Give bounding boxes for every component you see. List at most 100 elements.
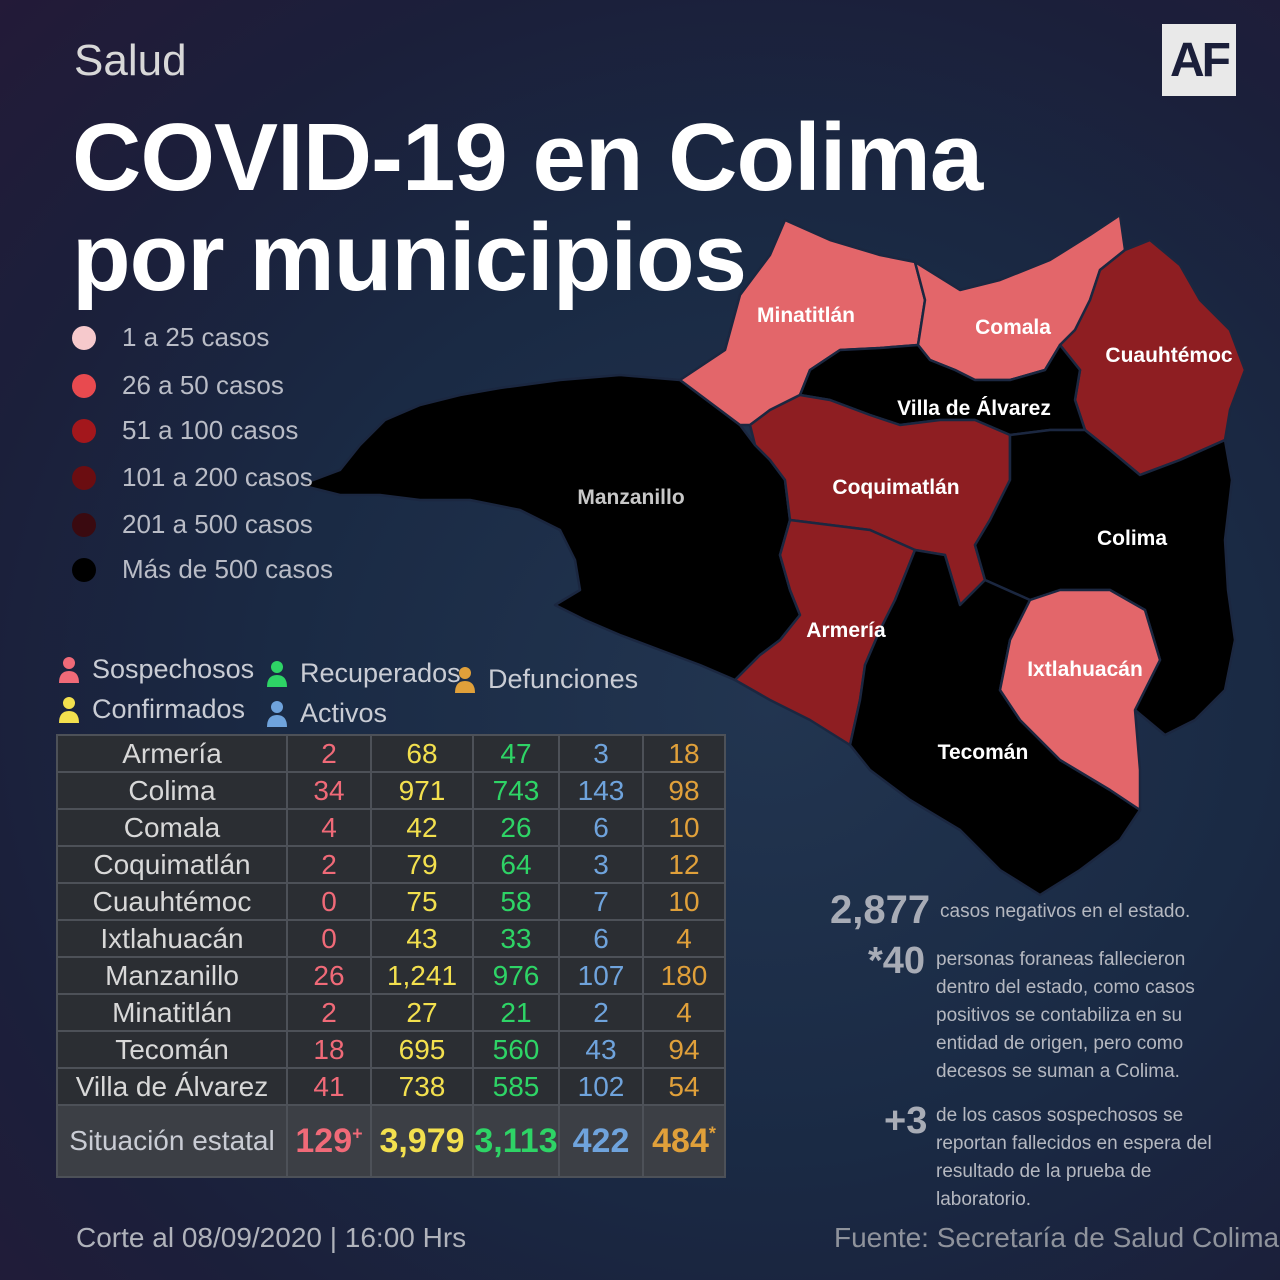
corte-date: Corte al 08/09/2020 | 16:00 Hrs [76, 1222, 467, 1253]
recuperados-cell: 560 [472, 1030, 560, 1069]
total-activos: 422 [558, 1104, 644, 1178]
category-defunciones: Defunciones [454, 664, 638, 695]
category-label: Confirmados [92, 694, 246, 724]
activos-cell: 102 [558, 1067, 644, 1106]
recuperados-cell: 976 [472, 956, 560, 995]
sospechosos-note-number: +3 [884, 1100, 928, 1142]
table-total-row: Situación estatal 129+ 3,979 3,113 422 4… [56, 1104, 726, 1178]
municipios-table: Armería 2 68 47 3 18 Colima 34 971 743 143 98 Comala… [56, 734, 726, 1178]
confirmados-cell: 971 [370, 771, 474, 810]
table-row: Coquimatlán 2 79 64 3 12 [56, 845, 726, 884]
recuperados-cell: 58 [472, 882, 560, 921]
legend-item: 101 a 200 casos [72, 462, 313, 493]
table-row: Comala 4 42 26 6 10 [56, 808, 726, 847]
defunciones-cell: 94 [642, 1030, 726, 1069]
activos-cell: 143 [558, 771, 644, 810]
defunciones-cell: 18 [642, 734, 726, 773]
municipio-name: Comala [56, 808, 288, 847]
defunciones-cell: 4 [642, 919, 726, 958]
confirmados-cell: 79 [370, 845, 474, 884]
legend-dot [72, 557, 96, 582]
confirmados-cell: 43 [370, 919, 474, 958]
recuperados-cell: 64 [472, 845, 560, 884]
recuperados-cell: 26 [472, 808, 560, 847]
activos-cell: 3 [558, 734, 644, 773]
region-ixtlahuacan [998, 588, 1162, 812]
legend-label: 26 a 50 casos [122, 370, 284, 400]
person-icon [59, 656, 79, 683]
confirmados-cell: 75 [370, 882, 474, 921]
defunciones-cell: 98 [642, 771, 726, 810]
map-label-armeria: Armería [806, 619, 886, 642]
confirmados-cell: 68 [370, 734, 474, 773]
legend-dot [72, 418, 96, 443]
municipio-name: Cuauhtémoc [56, 882, 288, 921]
map-label-manzanillo: Manzanillo [577, 486, 685, 509]
legend-label: 51 a 100 casos [122, 415, 299, 445]
sospechosos-cell: 2 [286, 734, 372, 773]
map-label-villa: Villa de Álvarez [897, 397, 1051, 420]
person-icon [59, 696, 79, 723]
region-tecoman [848, 548, 1142, 897]
sospechosos-cell: 34 [286, 771, 372, 810]
sospechosos-cell: 2 [286, 845, 372, 884]
legend-dot [72, 465, 96, 490]
table-row: Armería 2 68 47 3 18 [56, 734, 726, 773]
sospechosos-cell: 0 [286, 919, 372, 958]
sospechosos-cell: 18 [286, 1030, 372, 1069]
municipio-name: Colima [56, 771, 288, 810]
table-row: Ixtlahuacán 0 43 33 6 4 [56, 919, 726, 958]
person-icon [267, 700, 287, 727]
title-line-1: COVID-19 en Colima [72, 104, 983, 211]
municipio-name: Manzanillo [56, 956, 288, 995]
legend-item: 26 a 50 casos [72, 370, 284, 401]
defunciones-cell: 4 [642, 993, 726, 1032]
region-armeria [733, 518, 917, 747]
activos-cell: 7 [558, 882, 644, 921]
foraneas-text: personas foraneas fallecieron dentro del… [936, 949, 1195, 1082]
sospechosos-cell: 4 [286, 808, 372, 847]
legend-dot [72, 325, 96, 350]
source-credit: Fuente: Secretaría de Salud Colima [834, 1222, 1280, 1253]
table-row: Tecomán 18 695 560 43 94 [56, 1030, 726, 1069]
table-row: Cuauhtémoc 0 75 58 7 10 [56, 882, 726, 921]
category-label: Recuperados [300, 658, 461, 688]
confirmados-cell: 27 [370, 993, 474, 1032]
activos-cell: 6 [558, 808, 644, 847]
category-recuperados: Recuperados [266, 658, 461, 689]
total-confirmados: 3,979 [370, 1104, 474, 1178]
legend-label: 101 a 200 casos [122, 462, 313, 492]
activos-cell: 2 [558, 993, 644, 1032]
person-icon [455, 666, 475, 693]
recuperados-cell: 743 [472, 771, 560, 810]
municipio-name: Minatitlán [56, 993, 288, 1032]
municipio-name: Villa de Álvarez [56, 1067, 288, 1106]
total-sospechosos: 129+ [286, 1104, 372, 1178]
person-icon [267, 660, 287, 687]
defunciones-cell: 180 [642, 956, 726, 995]
activos-cell: 43 [558, 1030, 644, 1069]
table-row: Villa de Álvarez 41 738 585 102 54 [56, 1067, 726, 1106]
municipio-name: Coquimatlán [56, 845, 288, 884]
category-label: Sospechosos [92, 654, 255, 684]
defunciones-cell: 10 [642, 808, 726, 847]
title-line-2: por municipios [72, 204, 747, 311]
category-confirmados: Confirmados [58, 694, 245, 725]
category-sospechosos: Sospechosos [58, 654, 254, 685]
map-label-comala: Comala [975, 316, 1051, 339]
total-defunciones: 484* [642, 1104, 726, 1178]
legend-item: 1 a 25 casos [72, 322, 269, 353]
total-recuperados: 3,113 [472, 1104, 560, 1178]
negativos-number: 2,877 [830, 888, 931, 932]
sospechosos-cell: 0 [286, 882, 372, 921]
sospechosos-cell: 2 [286, 993, 372, 1032]
af-logo: AF [1162, 24, 1236, 96]
negativos-text: casos negativos en el estado. [940, 901, 1191, 922]
activos-cell: 107 [558, 956, 644, 995]
confirmados-cell: 738 [370, 1067, 474, 1106]
defunciones-cell: 12 [642, 845, 726, 884]
category-label: Defunciones [488, 664, 639, 694]
table-row: Colima 34 971 743 143 98 [56, 771, 726, 810]
page-title: COVID-19 en Colima por municipios [72, 104, 983, 311]
